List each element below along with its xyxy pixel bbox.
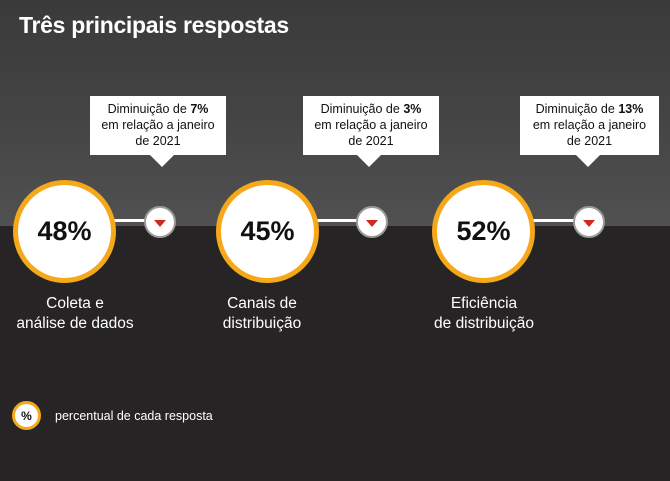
callout-line-3: de 2021	[348, 134, 394, 148]
connector-line	[110, 219, 150, 222]
value-circle-3: 52%	[432, 180, 535, 283]
change-callout-3: Diminuição de 13% em relação a janeiro d…	[520, 96, 659, 167]
callout-line-1: Diminuição de 13%	[535, 102, 644, 116]
callout-line-1: Diminuição de 7%	[107, 102, 209, 116]
callout-line-3: de 2021	[135, 134, 181, 148]
legend-percent-icon: %	[12, 401, 41, 430]
callout-line-2: em relação a janeiro	[532, 118, 647, 132]
change-callout-2: Diminuição de 3% em relação a janeiro de…	[303, 96, 439, 167]
decrease-arrow-button-1[interactable]	[144, 206, 176, 238]
callout-line-2: em relação a janeiro	[101, 118, 215, 132]
legend-text: percentual de cada resposta	[55, 409, 213, 423]
decrease-arrow-button-2[interactable]	[356, 206, 388, 238]
value-circle-2: 45%	[216, 180, 319, 283]
page-title: Três principais respostas	[19, 12, 289, 38]
callout-line-1: Diminuição de 3%	[320, 102, 422, 116]
callout-line-2: em relação a janeiro	[314, 118, 428, 132]
connector-line	[528, 219, 576, 222]
item-label-3: Eficiência de distribuição	[434, 295, 534, 332]
content-band	[0, 226, 670, 481]
value-circle-1: 48%	[13, 180, 116, 283]
down-arrow-icon	[154, 219, 166, 227]
change-callout-1: Diminuição de 7% em relação a janeiro de…	[90, 96, 226, 167]
down-arrow-icon	[583, 219, 595, 227]
connector-line	[312, 219, 360, 222]
decrease-arrow-button-3[interactable]	[573, 206, 605, 238]
item-label-1: Coleta e análise de dados	[16, 295, 134, 332]
callout-line-3: de 2021	[566, 134, 613, 148]
item-label-2: Canais de distribuição	[222, 295, 302, 332]
down-arrow-icon	[366, 219, 378, 227]
